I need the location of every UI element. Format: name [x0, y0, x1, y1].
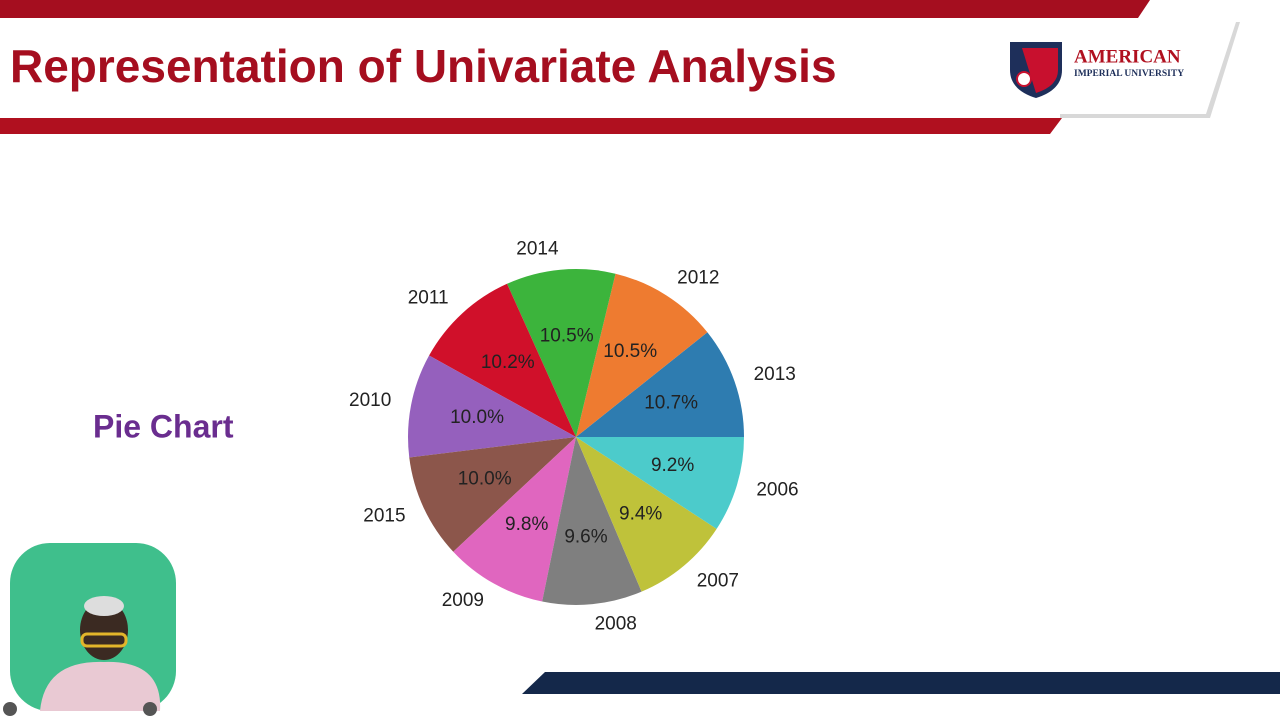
slice-value-label: 10.0% — [458, 469, 512, 490]
slice-label: 2011 — [408, 288, 449, 309]
slice-label: 2009 — [442, 590, 484, 611]
pie-slice — [542, 437, 642, 605]
logo-subname: IMPERIAL UNIVERSITY — [1074, 69, 1184, 79]
slice-label: 2006 — [756, 480, 798, 501]
header-bar-top — [0, 0, 1150, 18]
slice-value-label: 10.5% — [540, 326, 594, 347]
logo-stripes — [1022, 48, 1058, 93]
pie-slice — [408, 355, 576, 458]
slice-label: 2008 — [595, 613, 637, 634]
webcam-person-hair — [84, 596, 124, 616]
pie-slice — [409, 437, 576, 552]
slice-value-label: 9.2% — [651, 455, 694, 476]
logo: AMERICAN IMPERIAL UNIVERSITY — [1010, 42, 1184, 98]
webcam-person-glasses — [80, 632, 128, 648]
logo-name: AMERICAN — [1074, 46, 1181, 67]
toolbar — [3, 702, 157, 716]
pie-slice — [576, 273, 708, 437]
slice-label: 2007 — [697, 570, 739, 591]
webcam-person-body — [40, 661, 161, 711]
pie-slice — [576, 437, 717, 592]
footer-bar — [522, 672, 1280, 694]
slice-value-label: 9.6% — [564, 526, 607, 547]
slice-label: 2014 — [516, 239, 559, 260]
slice-label: 2013 — [754, 364, 796, 385]
logo-globe — [1016, 71, 1032, 87]
slice-value-label: 10.2% — [481, 352, 535, 373]
pie-slice — [429, 283, 576, 437]
pie-slice — [576, 332, 744, 437]
slice-label: 2012 — [677, 267, 719, 288]
pie-chart: 2013 10.7% 2012 10.5% 2014 10.5% 2011 10.2% 2010… — [349, 239, 799, 635]
side-label: Pie Chart — [93, 408, 234, 444]
slice-value-label: 10.7% — [644, 393, 698, 414]
slice-label: 2015 — [363, 506, 405, 527]
pie-slice — [453, 437, 576, 602]
toolbar-forward[interactable] — [143, 702, 157, 716]
slice-value-label: 9.4% — [619, 503, 662, 524]
slide-title: Representation of Univariate Analysis — [10, 40, 837, 92]
header-bar-bottom — [0, 118, 1062, 134]
slice-label: 2010 — [349, 390, 391, 411]
toolbar-back[interactable] — [3, 702, 17, 716]
pie-slice — [576, 437, 744, 529]
slice-value-label: 10.0% — [450, 407, 504, 428]
slice-value-label: 10.5% — [603, 341, 657, 362]
slice-value-label: 9.8% — [505, 514, 548, 535]
webcam — [10, 543, 176, 711]
pie-slice — [507, 269, 616, 437]
